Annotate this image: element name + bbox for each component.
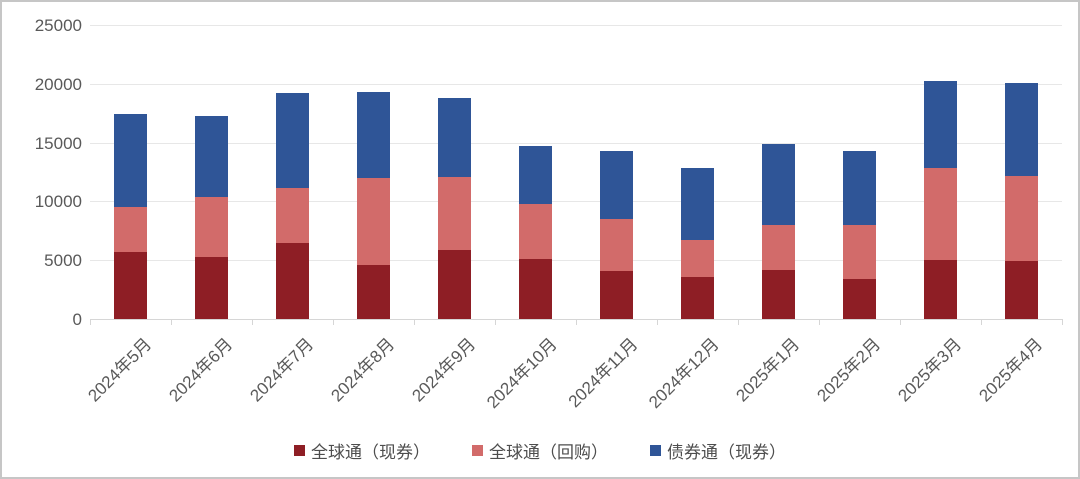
x-axis-category-label: 2025年4月 [975,334,1047,406]
bar-segment-quanqiutong-huigou [843,224,876,280]
bar-segment-quanqiutong-xianquan [276,242,309,319]
bar-segment-zhaiquantong-xianquan [519,146,552,204]
x-axis-category-label: 2025年2月 [813,334,885,406]
bar-segment-zhaiquantong-xianquan [924,81,957,169]
x-axis-tick [1062,319,1063,325]
legend-color-swatch [472,445,483,456]
bar-segment-zhaiquantong-xianquan [600,150,633,220]
x-axis-category-label: 2024年6月 [165,334,237,406]
bar-segment-zhaiquantong-xianquan [114,114,147,208]
legend-item: 全球通（回购） [472,438,608,463]
bar-segment-zhaiquantong-xianquan [843,150,876,225]
gridline [90,260,1062,262]
bar-segment-quanqiutong-huigou [762,224,795,270]
legend: 全球通（现券） 全球通（回购） 债券通（现券） [2,438,1078,463]
x-axis-category-label: 2024年5月 [84,334,156,406]
x-axis-tick [90,319,91,325]
bar-segment-quanqiutong-huigou [195,196,228,257]
y-axis-tick-label: 20000 [34,74,82,94]
x-axis-tick [333,319,334,325]
gridline [90,25,1062,26]
bar-segment-quanqiutong-huigou [1005,175,1038,262]
x-axis-category-label: 2024年10月 [482,334,561,413]
gridline [90,142,1062,144]
legend-item: 全球通（现券） [294,438,430,463]
bar-segment-zhaiquantong-xianquan [276,93,309,189]
bar-stack [438,97,471,319]
bar-segment-quanqiutong-xianquan [1005,261,1038,319]
x-axis-category-label: 2025年1月 [732,334,804,406]
bar-segment-quanqiutong-huigou [681,240,714,277]
y-axis-tick-label: 5000 [44,251,82,271]
bar-segment-quanqiutong-huigou [276,188,309,243]
legend-label: 债券通（现券） [667,443,786,462]
bar-segment-quanqiutong-xianquan [924,260,957,319]
y-axis-tick-label: 25000 [34,16,82,35]
bar-stack [600,150,633,319]
bar-stack [276,93,309,319]
legend-color-swatch [650,445,661,456]
bar-segment-quanqiutong-huigou [114,207,147,252]
bar-segment-quanqiutong-xianquan [357,264,390,319]
y-axis-tick-label: 10000 [34,192,82,212]
bar-segment-zhaiquantong-xianquan [681,168,714,241]
bar-stack [195,115,228,319]
bar-segment-quanqiutong-huigou [519,203,552,260]
x-axis-category-label: 2025年3月 [894,334,966,406]
bar-stack [114,114,147,319]
bar-stack [924,81,957,319]
x-axis-tick [495,319,496,325]
bar-stack [519,146,552,319]
x-axis-tick [981,319,982,325]
bar-segment-quanqiutong-xianquan [438,249,471,319]
bar-segment-quanqiutong-xianquan [762,269,795,319]
gridline [90,83,1062,85]
x-axis-category-label: 2024年11月 [564,334,642,412]
x-axis-category-label: 2024年12月 [644,334,723,413]
legend-item: 债券通（现券） [650,438,786,463]
x-axis-tick [576,319,577,325]
y-axis-tick-label: 15000 [34,133,82,153]
y-axis-tick-label: 0 [72,310,82,329]
legend-label: 全球通（现券） [311,443,430,462]
bar-segment-zhaiquantong-xianquan [357,92,390,178]
legend-color-swatch [294,445,305,456]
bar-segment-quanqiutong-xianquan [843,279,876,319]
bar-segment-quanqiutong-huigou [438,176,471,250]
bar-segment-quanqiutong-xianquan [114,251,147,319]
bar-segment-quanqiutong-xianquan [195,256,228,319]
bar-segment-quanqiutong-xianquan [681,276,714,319]
bar-segment-zhaiquantong-xianquan [195,115,228,197]
bar-segment-zhaiquantong-xianquan [438,97,471,177]
bar-segment-quanqiutong-huigou [357,177,390,265]
x-axis-tick [252,319,253,325]
bar-stack [681,168,714,319]
bar-stack [762,143,795,319]
x-axis-tick [738,319,739,325]
x-axis-tick [819,319,820,325]
x-axis-tick [171,319,172,325]
x-axis-tick [900,319,901,325]
x-axis-tick [414,319,415,325]
legend-label: 全球通（回购） [489,443,608,462]
bar-segment-zhaiquantong-xianquan [762,143,795,225]
gridline [90,201,1062,203]
x-axis-category-label: 2024年8月 [327,334,399,406]
bar-segment-quanqiutong-huigou [600,219,633,271]
x-axis-category-label: 2024年7月 [246,334,318,406]
bar-stack [843,150,876,319]
x-axis-category-label: 2024年9月 [408,334,480,406]
bar-stack [357,92,390,319]
x-axis-tick [657,319,658,325]
bar-segment-zhaiquantong-xianquan [1005,82,1038,176]
bar-segment-quanqiutong-xianquan [600,270,633,319]
bar-segment-quanqiutong-huigou [924,168,957,261]
bar-segment-quanqiutong-xianquan [519,259,552,319]
bar-stack [1005,82,1038,319]
